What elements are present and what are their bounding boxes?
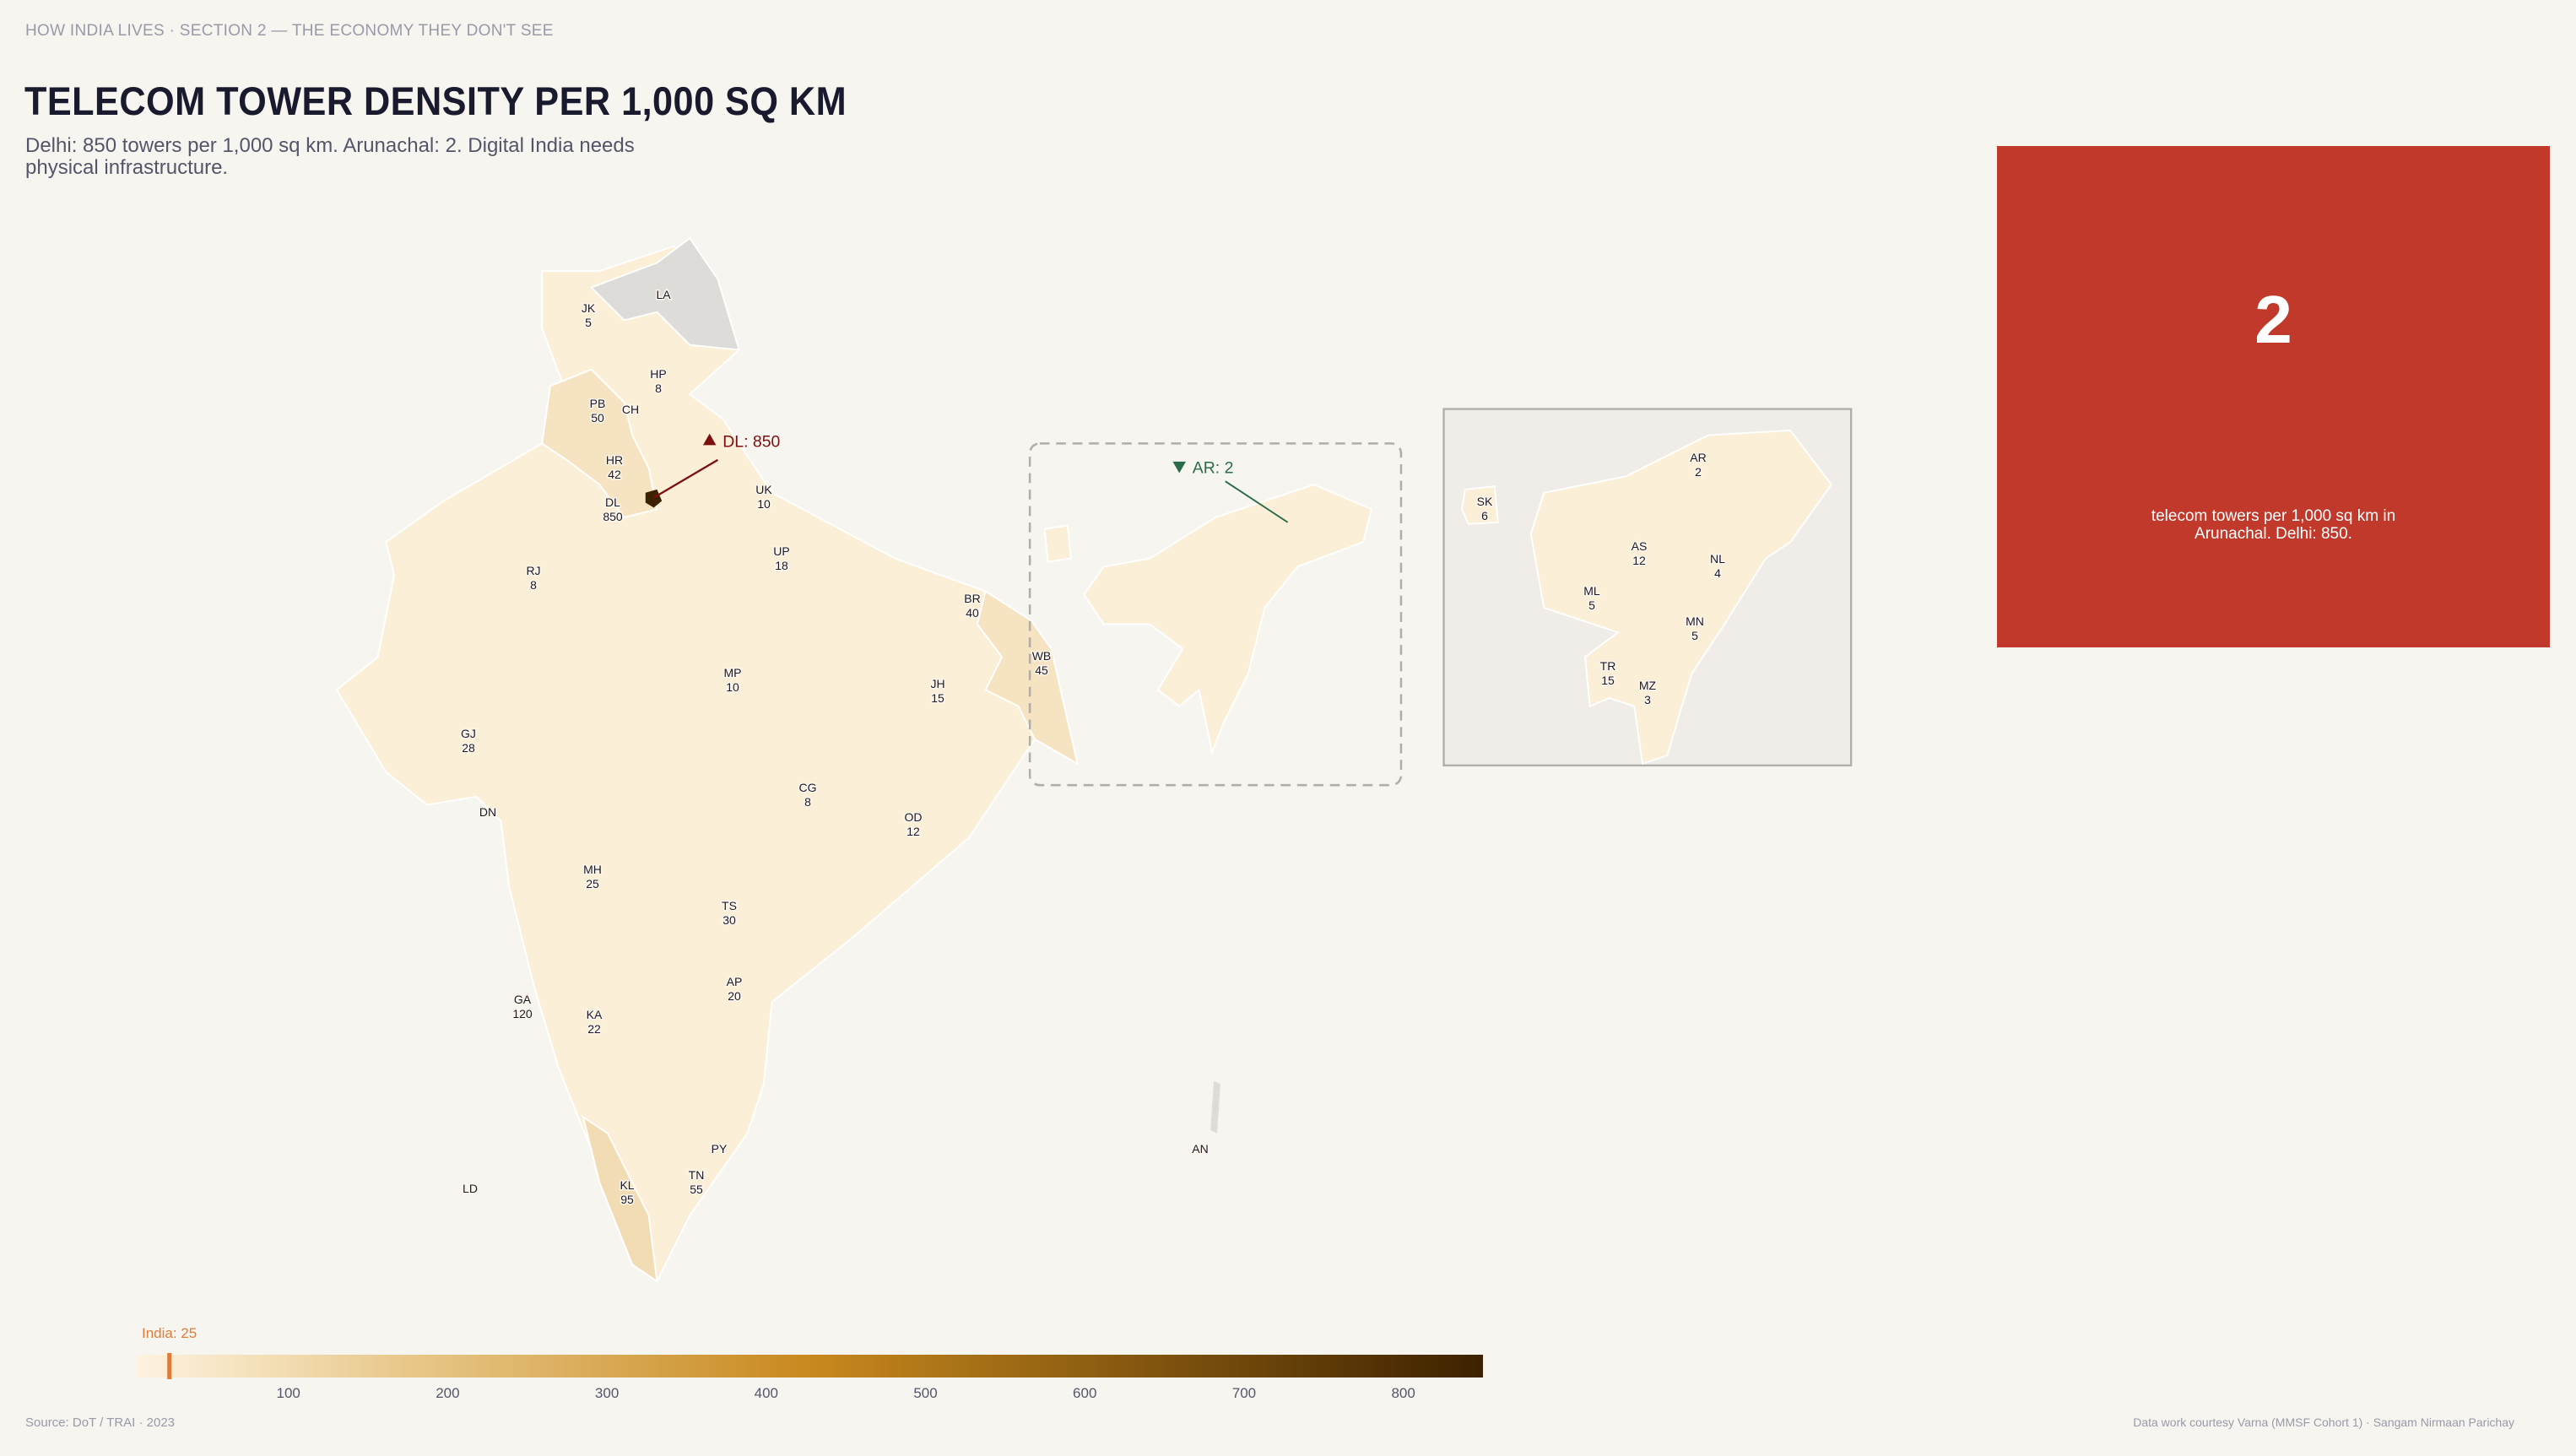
state-label-dl: DL 850 xyxy=(603,495,623,523)
callout-card: 2 telecom towers per 1,000 sq km in Arun… xyxy=(1997,146,2550,647)
northeast-focus-box xyxy=(1028,442,1403,787)
legend-tick-label: 300 xyxy=(595,1385,619,1401)
legend-tick-label: 400 xyxy=(755,1385,778,1401)
state-label-py: PY xyxy=(712,1142,728,1156)
state-label-dn: DN xyxy=(479,805,496,819)
state-label-sk: SK 6 xyxy=(1477,495,1493,522)
legend-tick-label: 500 xyxy=(913,1385,937,1401)
page-title: TELECOM TOWER DENSITY PER 1,000 SQ KM xyxy=(24,78,847,123)
state-label-up: UP 18 xyxy=(773,544,789,572)
state-label-uk: UK 10 xyxy=(755,483,772,511)
state-label-wb: WB 45 xyxy=(1032,649,1052,677)
state-label-rj: RJ 8 xyxy=(526,564,540,592)
legend-tick-label: 800 xyxy=(1391,1385,1415,1401)
state-label-ld: LD xyxy=(463,1182,478,1195)
source-note: Source: DoT / TRAI · 2023 xyxy=(25,1415,176,1430)
state-label-ga: GA 120 xyxy=(512,993,533,1020)
state-label-mp: MP 10 xyxy=(724,666,742,694)
state-label-mz: MZ 3 xyxy=(1639,679,1657,706)
state-label-ap: AP 20 xyxy=(727,975,743,1003)
inset-northeast-shape xyxy=(1529,429,1832,766)
india-mainland-shape xyxy=(335,245,1080,1283)
northeast-shape xyxy=(1083,484,1373,755)
state-label-nl: NL 4 xyxy=(1710,552,1725,580)
inset-sikkim-shape xyxy=(1460,484,1499,525)
state-label-od: OD 12 xyxy=(905,810,923,838)
legend-tick-label: 100 xyxy=(277,1385,300,1401)
page-subtitle: Delhi: 850 towers per 1,000 sq km. Aruna… xyxy=(25,134,635,179)
delhi-shape xyxy=(645,489,663,508)
india-average-label: India: 25 xyxy=(142,1325,198,1341)
triangle-down-icon xyxy=(1172,461,1187,474)
ar-annotation-leader xyxy=(1225,480,1289,523)
state-label-tn: TN 55 xyxy=(689,1168,705,1196)
state-label-gj: GJ 28 xyxy=(461,727,476,755)
legend-tick-label: 700 xyxy=(1232,1385,1256,1401)
state-label-la: LA xyxy=(656,288,671,301)
state-label-jh: JH 15 xyxy=(930,677,944,705)
india-average-marker xyxy=(167,1353,172,1379)
state-label-jk: JK 5 xyxy=(582,301,596,329)
state-label-an: AN xyxy=(1192,1142,1208,1156)
callout-value: 2 xyxy=(2254,282,2292,357)
dl-annotation-leader xyxy=(652,458,718,499)
state-labels: JK 5 LA HP 8 PB 50 CH HR 42 DL 850 UK 10 RJ 8 UP 18 BR 40 WB… xyxy=(460,287,1727,1208)
credit-note: Data work courtesy Varna (MMSF Cohort 1)… xyxy=(2133,1415,2514,1429)
color-legend: 100 200 300 400 500 600 700 800 xyxy=(137,1353,1483,1401)
sikkim-shape xyxy=(1043,524,1072,563)
triangle-up-icon xyxy=(702,433,717,446)
state-label-hp: HP 8 xyxy=(650,367,666,395)
ar-annotation-label: AR: 2 xyxy=(1193,458,1234,477)
state-label-kl: KL 95 xyxy=(620,1178,634,1206)
state-label-br: BR 40 xyxy=(964,592,980,620)
state-label-ts: TS 30 xyxy=(722,899,737,927)
state-label-as: AS 12 xyxy=(1632,539,1648,567)
andaman-islands-shape xyxy=(1210,1080,1220,1134)
legend-tick-label: 600 xyxy=(1073,1385,1096,1401)
northeast-inset-map xyxy=(1442,408,1853,767)
state-label-pb: PB 50 xyxy=(590,397,606,425)
state-label-hr: HR 42 xyxy=(606,453,623,481)
ladakh-shape xyxy=(589,236,741,351)
state-label-tr: TR 15 xyxy=(1600,659,1616,687)
dl-annotation-label: DL: 850 xyxy=(722,432,780,451)
legend-tick-label: 200 xyxy=(436,1385,459,1401)
state-label-cg: CG 8 xyxy=(799,781,817,809)
punjab-haryana-shape xyxy=(541,368,658,519)
mainland-map: DL: 850 AR: 2 xyxy=(335,236,1403,1283)
state-label-ka: KA 22 xyxy=(587,1008,603,1036)
callout-text: telecom towers per 1,000 sq km in Arunac… xyxy=(2151,507,2396,543)
kerala-shape xyxy=(582,1115,658,1283)
section-kicker: HOW INDIA LIVES · SECTION 2 — THE ECONOM… xyxy=(25,22,554,40)
state-label-ml: ML 5 xyxy=(1583,584,1600,612)
state-label-mn: MN 5 xyxy=(1686,614,1704,642)
state-label-mh: MH 25 xyxy=(583,863,602,890)
state-label-ch: CH xyxy=(622,403,639,416)
state-label-ar: AR 2 xyxy=(1690,451,1706,479)
west-bengal-shape xyxy=(976,590,1080,766)
legend-gradient-bar xyxy=(137,1355,1483,1378)
